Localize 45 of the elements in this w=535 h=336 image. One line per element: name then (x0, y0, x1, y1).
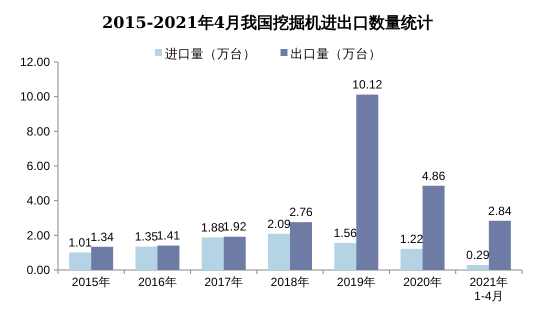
x-tick-label: 2019年 (336, 275, 376, 289)
bar (202, 237, 224, 270)
data-label: 1.01 (68, 235, 92, 250)
data-label: 1.41 (156, 228, 180, 243)
x-tick-label: 2017年 (204, 275, 244, 289)
bar (135, 246, 158, 270)
bar (224, 236, 246, 270)
legend-label: 出口量（万台） (290, 47, 382, 61)
data-label: 0.29 (466, 248, 490, 262)
x-tick-label: 2016年 (138, 275, 177, 289)
data-label: 1.92 (223, 220, 247, 234)
bar (488, 220, 511, 270)
y-tick-label: 6.00 (26, 159, 50, 173)
y-tick-label: 10.00 (20, 90, 50, 104)
data-label: 1.35 (134, 230, 158, 244)
x-tick-label: 2021年 1-4月 (470, 275, 508, 303)
x-tick-label: 2018年 (270, 275, 310, 289)
bar (356, 94, 378, 270)
bar (334, 242, 356, 270)
y-tick-label: 12.00 (20, 55, 50, 69)
bar (290, 222, 312, 270)
y-tick-label: 4.00 (26, 194, 50, 208)
y-tick-label: 0.00 (26, 263, 50, 277)
bar (422, 186, 445, 270)
y-tick-label: 2.00 (26, 228, 50, 242)
data-label: 1.34 (90, 230, 114, 244)
data-label: 2.84 (488, 204, 512, 218)
data-label: 1.22 (400, 232, 424, 246)
y-tick-label: 8.00 (26, 124, 50, 138)
data-label: 2.76 (289, 205, 313, 220)
data-label: 1.56 (334, 226, 358, 240)
legend-label: 进口量（万台） (165, 47, 256, 61)
bar (400, 248, 423, 270)
bar (268, 234, 290, 270)
data-label: 2.09 (267, 216, 291, 231)
bar (157, 246, 180, 270)
bar (69, 252, 92, 270)
x-tick-label: 2020年 (403, 275, 442, 289)
data-label: 10.12 (352, 78, 383, 92)
bar (91, 246, 114, 270)
bar (466, 264, 489, 270)
x-tick-label: 2015年 (72, 275, 110, 289)
data-label: 1.88 (201, 220, 225, 234)
data-label: 4.86 (422, 168, 446, 183)
chart-title: 2015-2021年4月我国挖掘机进出口数量统计 (102, 13, 433, 32)
